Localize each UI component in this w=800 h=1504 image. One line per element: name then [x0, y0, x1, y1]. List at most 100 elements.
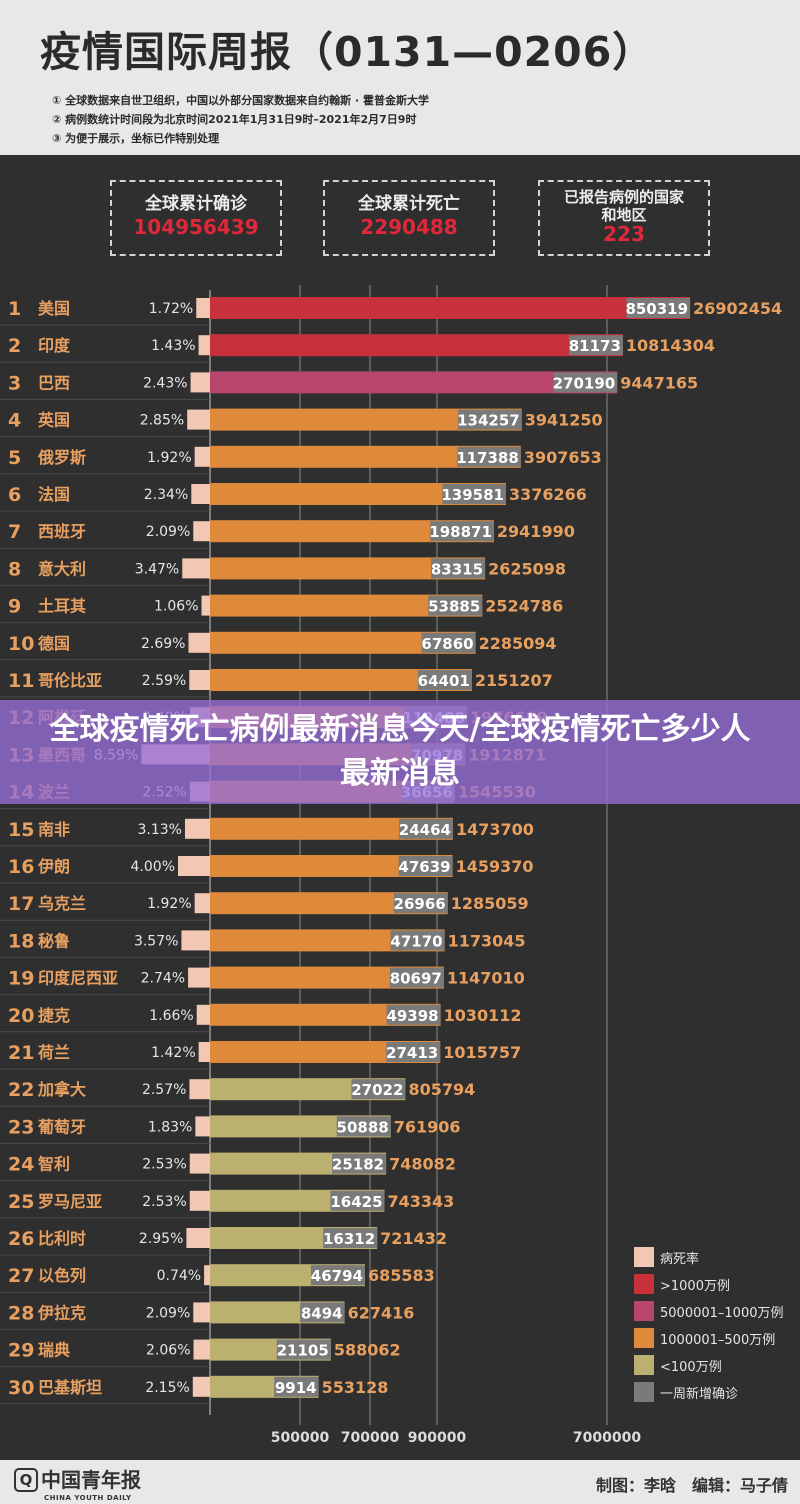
x-tick-label: 700000 — [341, 1430, 400, 1446]
total-cases-label: 3941250 — [525, 411, 603, 430]
weekly-new-label: 80697 — [390, 970, 442, 988]
fatality-rate-box — [204, 1265, 210, 1286]
rank-label: 10 — [8, 633, 34, 655]
total-cases-label: 2941990 — [497, 522, 575, 541]
weekly-new-box — [390, 930, 445, 951]
total-cases-label: 1285059 — [451, 894, 529, 913]
fatality-rate-box — [188, 967, 210, 988]
legend-item-fatality-rate: 病死率 — [634, 1247, 699, 1267]
legend-swatch — [634, 1355, 654, 1375]
weekly-new-label: 8494 — [301, 1304, 343, 1322]
legend-label: 一周新增确诊 — [660, 1386, 739, 1402]
fatality-rate-box — [189, 1190, 210, 1211]
logo-text: 中国青年报 — [41, 1468, 141, 1492]
weekly-new-box — [398, 818, 453, 839]
country-label: 土耳其 — [38, 597, 86, 616]
country-label: 德国 — [38, 634, 70, 653]
weekly-new-box — [330, 1190, 385, 1211]
note-data-source: ① 全球数据来自世卫组织，中国以外部分国家数据来自约翰斯 · 霍普金斯大学 — [52, 94, 429, 107]
fatality-rate-box — [189, 1079, 210, 1100]
legend-item-weekly-new: 一周新增确诊 — [634, 1382, 738, 1402]
country-label: 俄罗斯 — [37, 448, 86, 467]
total-cases-bar — [210, 855, 453, 877]
total-cases-bar — [210, 371, 618, 394]
country-label: 英国 — [37, 411, 70, 430]
total-cases-label: 2151207 — [475, 671, 553, 690]
rank-label: 8 — [8, 558, 21, 580]
fatality-rate-box — [193, 1339, 210, 1360]
country-label: 伊拉克 — [37, 1303, 86, 1322]
fatality-rate-box — [198, 335, 210, 356]
weekly-new-box — [389, 967, 444, 988]
rank-label: 26 — [8, 1228, 34, 1250]
fatality-rate-box — [178, 856, 210, 876]
country-label: 南非 — [38, 820, 70, 839]
country-label: 罗马尼亚 — [38, 1192, 102, 1211]
legend-label: >1000万例 — [660, 1278, 730, 1294]
weekly-new-label: 16425 — [330, 1193, 382, 1211]
total-cases-label: 1473700 — [456, 820, 534, 839]
fatality-rate-label: 3.47% — [135, 561, 179, 577]
total-cases-label: 2285094 — [479, 634, 557, 653]
weekly-new-box — [428, 595, 483, 616]
weekly-new-box — [458, 409, 522, 430]
x-tick-label: 7000000 — [573, 1430, 641, 1446]
fatality-rate-box — [196, 1004, 210, 1025]
weekly-new-box — [421, 632, 476, 653]
rank-label: 3 — [8, 372, 21, 394]
fatality-rate-label: 0.74% — [157, 1268, 201, 1284]
total-cases-bar — [210, 817, 453, 840]
weekly-new-label: 83315 — [431, 560, 483, 578]
rank-label: 17 — [8, 893, 34, 915]
stat-total-deaths: 全球累计死亡 2290488 — [323, 180, 495, 256]
weekly-new-label: 270190 — [553, 374, 616, 392]
total-cases-label: 26902454 — [693, 299, 782, 318]
x-tick-label: 500000 — [271, 1430, 330, 1446]
fatality-rate-label: 1.83% — [148, 1119, 192, 1135]
total-cases-label: 9447165 — [620, 373, 698, 392]
fatality-rate-label: 2.69% — [141, 636, 185, 652]
weekly-new-label: 25182 — [332, 1156, 384, 1174]
weekly-new-label: 26966 — [394, 895, 446, 913]
total-cases-bar — [210, 520, 494, 543]
weekly-new-label: 24464 — [399, 821, 451, 839]
legend-item-over-10m: >1000万例 — [634, 1274, 730, 1294]
banner-text: 全球疫情死亡病例最新消息今天/全球疫情死亡多少人最新消息 — [49, 712, 751, 791]
country-label: 印度 — [38, 336, 71, 355]
country-label: 伊朗 — [37, 857, 70, 876]
rank-label: 9 — [8, 596, 21, 618]
weekly-new-box — [568, 335, 623, 356]
total-cases-label: 685583 — [368, 1266, 435, 1285]
fatality-rate-box — [201, 595, 210, 616]
weekly-new-label: 53885 — [428, 598, 480, 616]
logo-icon: Q — [14, 1468, 38, 1492]
fatality-rate-label: 3.57% — [134, 933, 178, 949]
fatality-rate-label: 4.00% — [131, 859, 175, 875]
total-cases-bar — [210, 557, 486, 580]
rank-label: 24 — [8, 1154, 34, 1176]
rank-label: 21 — [8, 1042, 34, 1064]
total-cases-bar — [210, 408, 522, 431]
stat-total-confirmed: 全球累计确诊 104956439 — [110, 180, 282, 256]
fatality-rate-box — [194, 446, 210, 467]
rank-label: 5 — [8, 447, 21, 469]
fatality-rate-label: 2.74% — [141, 971, 185, 987]
country-label: 葡萄牙 — [37, 1117, 86, 1136]
bar-chart: 500000 700000 900000 7000000 1 美国 1.72% 850319 2… — [0, 285, 782, 1446]
weekly-new-label: 67860 — [421, 635, 473, 653]
country-label: 西班牙 — [38, 522, 86, 541]
country-label: 巴基斯坦 — [38, 1378, 102, 1397]
total-cases-bar — [210, 1003, 441, 1026]
total-cases-label: 2524786 — [485, 597, 563, 616]
country-label: 智利 — [38, 1155, 70, 1174]
country-label: 秘鲁 — [38, 931, 70, 950]
weekly-new-label: 27022 — [351, 1081, 403, 1099]
fatality-rate-label: 3.13% — [137, 822, 181, 838]
total-cases-label: 1173045 — [448, 931, 526, 950]
fatality-rate-label: 2.43% — [143, 375, 187, 391]
weekly-new-box — [457, 446, 521, 467]
weekly-new-label: 81173 — [569, 337, 621, 355]
logo: Q 中国青年报 CHINA YOUTH DAILY — [14, 1468, 141, 1502]
logo-subtext: CHINA YOUTH DAILY — [44, 1494, 132, 1502]
fatality-rate-box — [191, 484, 210, 504]
